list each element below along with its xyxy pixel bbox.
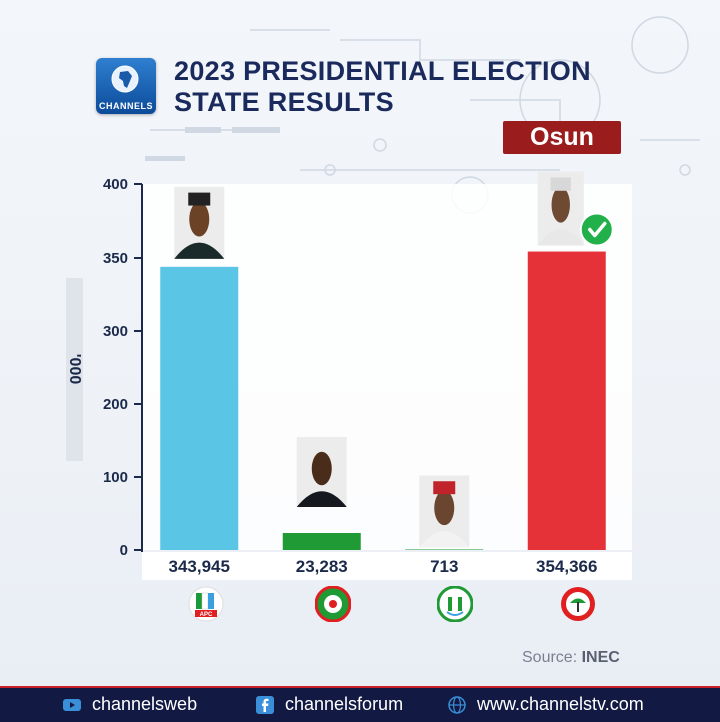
- africa-globe-icon: [111, 65, 139, 93]
- state-badge: Osun: [503, 121, 621, 154]
- footer-bar: channelsweb channelsforum www.channelstv…: [0, 686, 720, 722]
- bar-lp: [282, 533, 361, 550]
- website-url: www.channelstv.com: [477, 694, 644, 714]
- facebook-icon: [256, 695, 274, 714]
- lp-logo-icon: [315, 586, 351, 622]
- bar-nnpp: [405, 549, 484, 550]
- youtube-icon: [63, 698, 81, 711]
- page-title: 2023 PRESIDENTIAL ELECTION STATE RESULTS: [174, 56, 591, 118]
- pdp-candidate-portrait: [537, 171, 584, 246]
- youtube-handle: channelsweb: [92, 694, 198, 714]
- pdp-logo-icon: [561, 587, 595, 621]
- y-tick-label: 300: [103, 323, 128, 340]
- check-mark: [588, 221, 607, 238]
- source-label: Source:: [522, 649, 578, 666]
- logo-text: CHANNELS: [98, 101, 153, 111]
- footer-facebook[interactable]: channelsforum: [255, 694, 403, 715]
- facebook-handle: channelsforum: [285, 694, 404, 714]
- apc-candidate-portrait: [174, 186, 225, 259]
- y-tick-label: 100: [103, 469, 128, 486]
- data-label: 354,366: [536, 557, 597, 576]
- channels-logo: CHANNELS: [96, 58, 156, 114]
- title-line-1: 2023 PRESIDENTIAL ELECTION: [174, 56, 591, 86]
- source-note: Source: INEC: [522, 649, 620, 667]
- data-label: 23,283: [296, 557, 348, 576]
- value-label-strip: [142, 552, 632, 580]
- y-tick-label: 350: [103, 250, 128, 267]
- data-label: 343,945: [169, 557, 230, 576]
- y-axis-label-band: [66, 278, 83, 461]
- nnpp-logo-icon: [437, 586, 473, 622]
- title-line-2: STATE RESULTS: [174, 87, 394, 117]
- y-tick-label: 0: [120, 542, 128, 559]
- lp-candidate-portrait: [296, 437, 347, 508]
- winner-check-icon: [579, 212, 614, 247]
- globe-icon: [448, 695, 466, 714]
- bar-apc: [160, 266, 239, 550]
- apc-logo-text: APC: [200, 612, 213, 618]
- y-tick-label: 400: [103, 176, 128, 193]
- apc-logo-icon: APC: [188, 586, 224, 622]
- footer-youtube[interactable]: channelsweb: [62, 694, 197, 715]
- y-tick-label: 200: [103, 396, 128, 413]
- footer-website[interactable]: www.channelstv.com: [447, 694, 644, 715]
- bar-pdp: [527, 251, 606, 550]
- nnpp-candidate-portrait: [419, 475, 470, 548]
- source-value: INEC: [581, 649, 620, 666]
- data-label: 713: [430, 557, 458, 576]
